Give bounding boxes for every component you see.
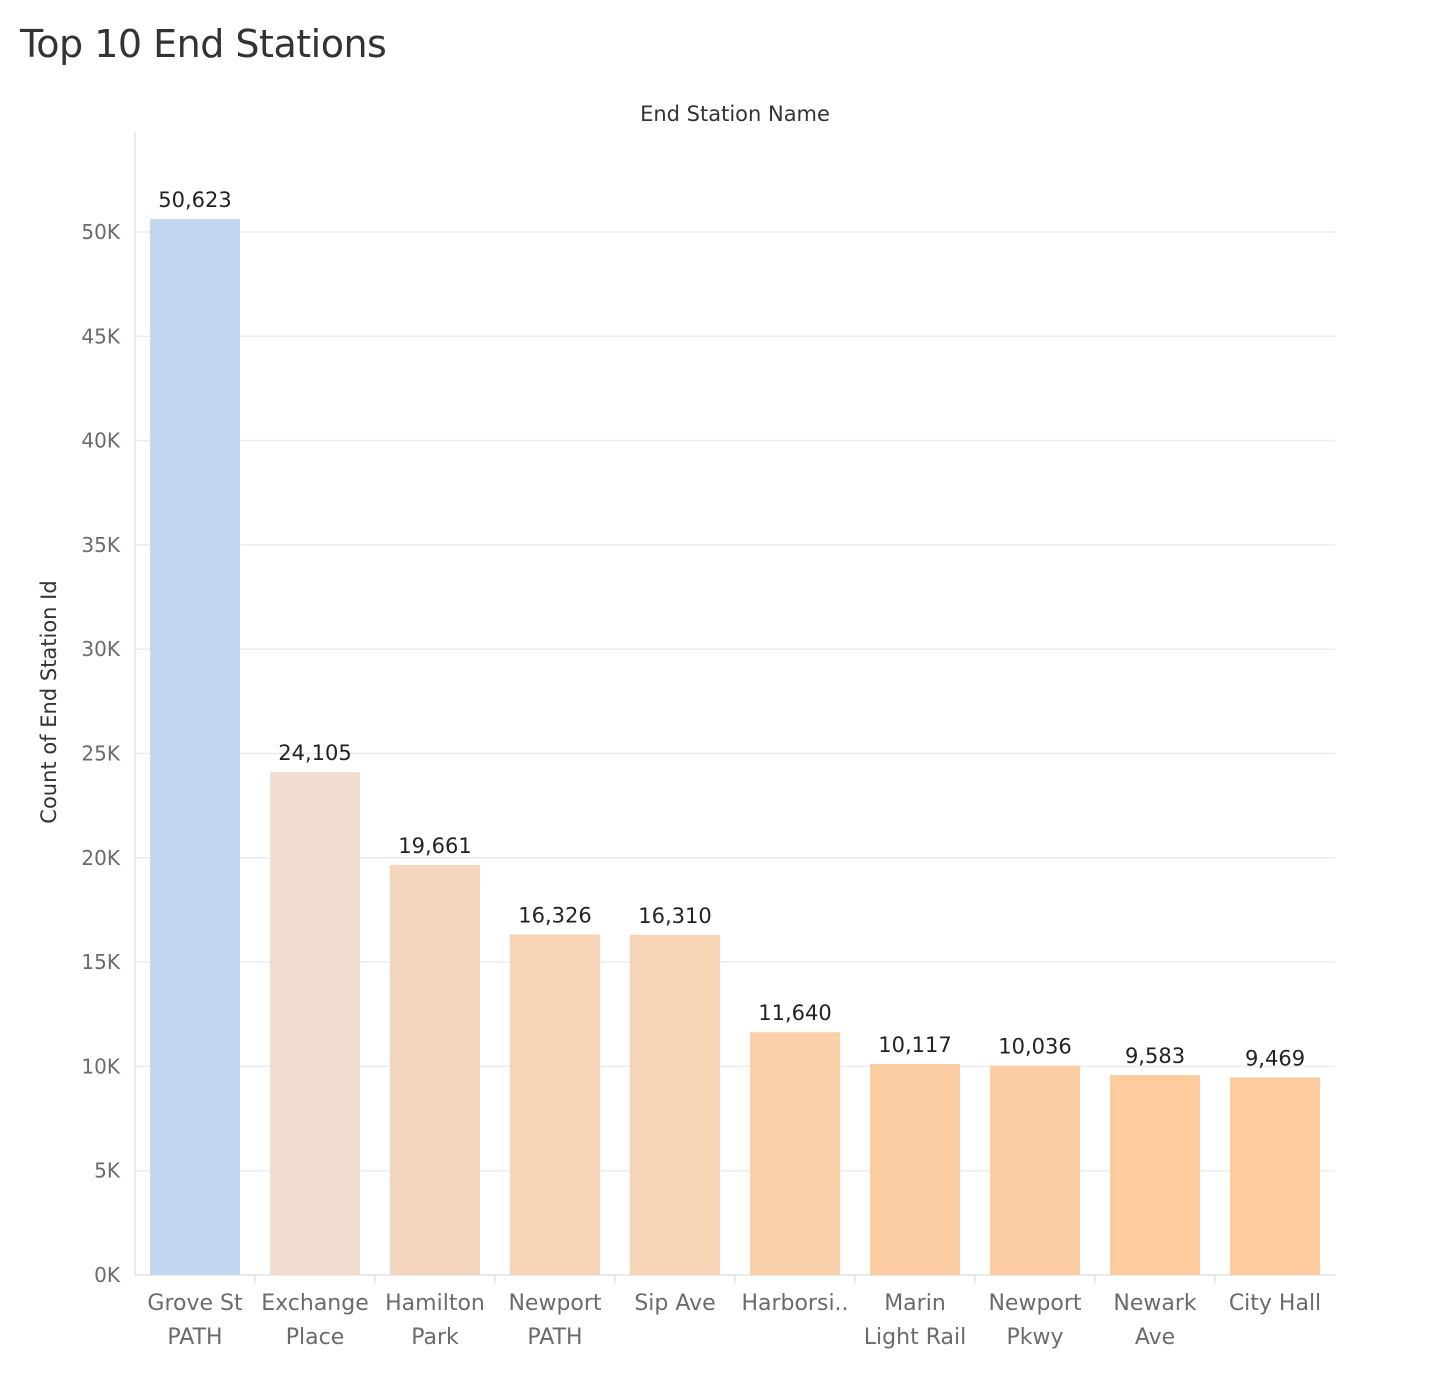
- category-label: Grove St PATH: [147, 1291, 243, 1350]
- y-tick-label: 20K: [81, 846, 120, 870]
- data-label: 50,623: [158, 188, 231, 212]
- data-label: 19,661: [398, 834, 471, 858]
- data-label: 11,640: [758, 1001, 831, 1025]
- y-tick-label: 25K: [81, 742, 120, 766]
- bar[interactable]: [750, 1032, 840, 1275]
- page-title: Top 10 End Stations: [20, 22, 387, 66]
- category-label: Newark Ave: [1113, 1291, 1197, 1350]
- data-labels: 50,623 24,105 19,661 16,326 16,310 11,640 10,1…: [158, 188, 1305, 1070]
- bar[interactable]: [990, 1065, 1080, 1275]
- y-tick-label: 10K: [81, 1054, 120, 1078]
- x-axis-title: End Station Name: [640, 102, 830, 126]
- category-label: Marin Light Rail: [864, 1291, 966, 1350]
- data-label: 10,117: [878, 1033, 951, 1057]
- bars: [150, 219, 1320, 1275]
- bar[interactable]: [1110, 1075, 1200, 1275]
- y-tick-label: 45K: [81, 324, 120, 348]
- data-label: 16,310: [638, 904, 711, 928]
- y-tick-label: 15K: [81, 950, 120, 974]
- category-label: Newport PATH: [508, 1291, 601, 1350]
- y-tick-label: 30K: [81, 637, 120, 661]
- y-tick-labels: 0K 5K 10K 15K 20K 25K 30K 35K 40K 45K 50K: [81, 220, 120, 1287]
- category-label: Newport Pkwy: [988, 1291, 1081, 1350]
- bar[interactable]: [630, 934, 720, 1275]
- bar[interactable]: [1230, 1077, 1320, 1275]
- y-tick-label: 40K: [81, 429, 120, 453]
- category-label: Hamilton Park: [385, 1291, 485, 1350]
- data-label: 10,036: [998, 1035, 1071, 1059]
- data-label: 16,326: [518, 903, 591, 927]
- y-tick-label: 5K: [94, 1159, 121, 1183]
- bar[interactable]: [510, 934, 600, 1275]
- category-label: Sip Ave: [634, 1291, 715, 1316]
- data-label: 9,583: [1125, 1044, 1185, 1068]
- category-label: City Hall: [1229, 1291, 1321, 1316]
- category-label: Harborsi..: [741, 1291, 848, 1316]
- bar[interactable]: [150, 219, 240, 1275]
- bar[interactable]: [270, 772, 360, 1275]
- data-label: 24,105: [278, 741, 351, 765]
- data-label: 9,469: [1245, 1046, 1305, 1070]
- category-label: Exchange Place: [261, 1291, 369, 1350]
- y-axis-title: Count of End Station Id: [37, 580, 61, 823]
- bar[interactable]: [870, 1063, 960, 1275]
- y-tick-label: 35K: [81, 533, 120, 557]
- y-tick-label: 0K: [94, 1263, 121, 1287]
- y-tick-label: 50K: [81, 220, 120, 244]
- category-labels: Grove St PATH Exchange Place Hamilton Park New…: [147, 1291, 1321, 1350]
- bar[interactable]: [390, 864, 480, 1275]
